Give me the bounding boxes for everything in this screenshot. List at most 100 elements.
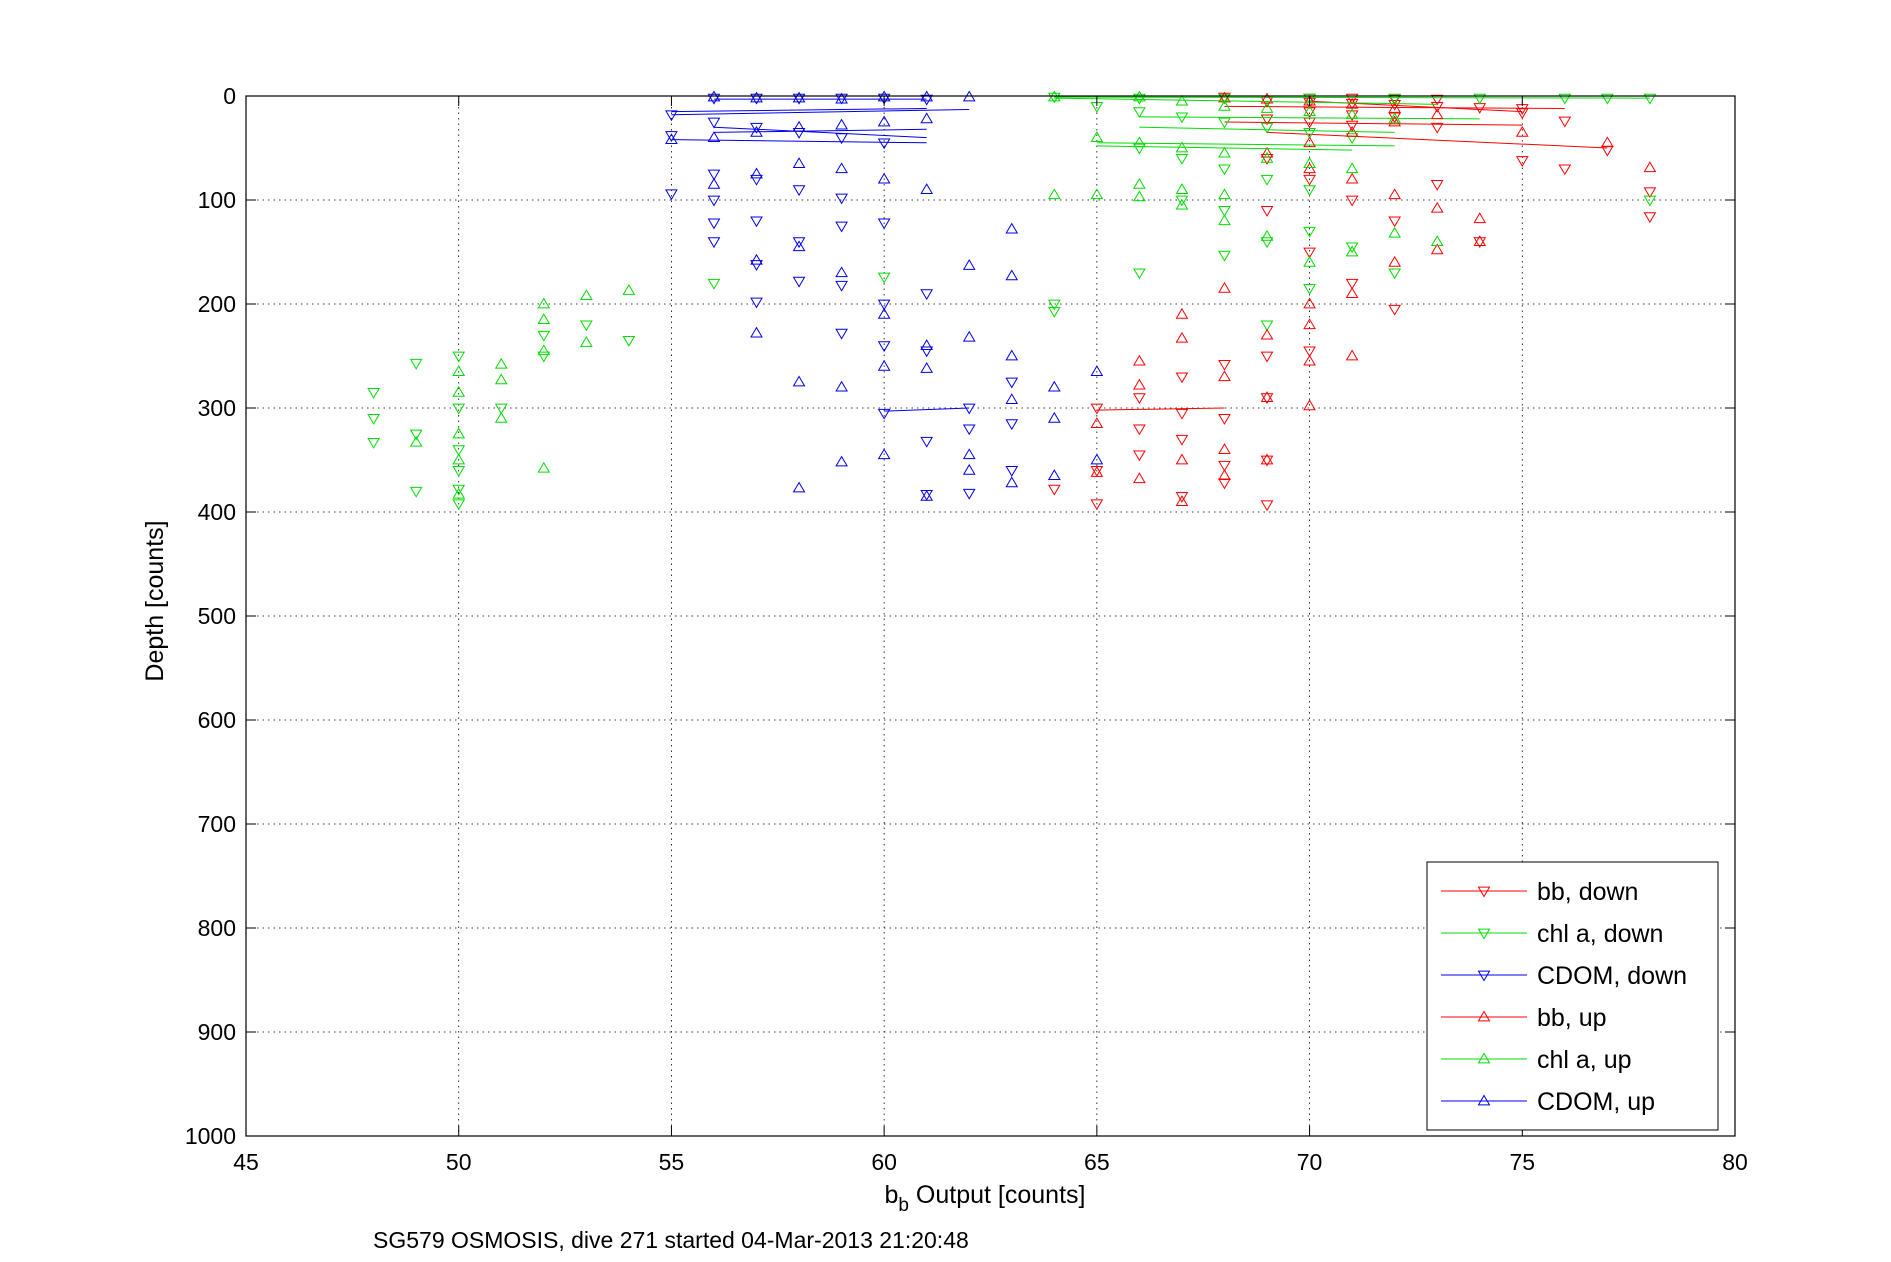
- data-point: [1175, 372, 1189, 384]
- data-point: [1047, 380, 1061, 392]
- data-point: [962, 403, 976, 415]
- data-point: [1047, 469, 1061, 480]
- series-5: [665, 90, 1104, 501]
- data-point: [792, 240, 806, 252]
- series-line-segment: [1054, 97, 1438, 105]
- data-point: [1260, 237, 1274, 249]
- ticks: 45 50 55 60 65 70 75 80010020030040050060070080…: [185, 83, 1748, 1175]
- data-point: [1643, 212, 1657, 224]
- data-point: [494, 411, 508, 423]
- data-point: [1303, 346, 1316, 358]
- legend-marker: [1477, 1052, 1491, 1064]
- x-axis-label: bb Output [counts]: [885, 1181, 1086, 1216]
- data-point: [792, 128, 806, 139]
- data-point: [1260, 455, 1274, 467]
- series-3: [1090, 91, 1657, 506]
- data-point: [537, 461, 551, 473]
- data-point: [792, 120, 806, 132]
- legend-item: chl a, up: [1441, 1046, 1632, 1074]
- series-line-segment: [671, 109, 970, 116]
- data-point: [1345, 120, 1359, 132]
- legend-marker: [1477, 886, 1491, 898]
- data-point: [1047, 188, 1061, 200]
- y-tick-label: 600: [198, 707, 236, 733]
- data-point: [1643, 195, 1657, 207]
- data-point: [1345, 172, 1359, 184]
- data-point: [920, 112, 934, 124]
- data-point: [452, 484, 466, 496]
- y-axis-label: Depth [counts]: [141, 520, 169, 681]
- data-point: [877, 408, 891, 420]
- data-point: [877, 218, 891, 230]
- data-point: [1643, 161, 1657, 173]
- data-point: [1133, 136, 1146, 148]
- data-point: [1345, 195, 1359, 207]
- series-line-segment: [1096, 407, 1225, 411]
- data-point: [750, 326, 763, 338]
- data-point: [1133, 393, 1146, 405]
- data-point: [622, 283, 636, 295]
- data-point: [707, 131, 721, 142]
- data-point: [1005, 393, 1019, 405]
- data-point: [1303, 105, 1316, 116]
- data-point: [1175, 183, 1189, 194]
- data-point: [962, 448, 976, 460]
- data-point: [1260, 500, 1274, 512]
- data-point: [877, 448, 891, 460]
- y-tick-label: 800: [198, 915, 236, 941]
- data-point: [1175, 112, 1189, 124]
- data-point: [750, 125, 763, 137]
- data-point: [537, 351, 551, 363]
- data-point: [877, 93, 891, 105]
- legend-label: bb, up: [1537, 1004, 1607, 1032]
- data-point: [792, 157, 806, 168]
- data-point: [750, 253, 763, 265]
- x-tick-label: 55: [659, 1149, 685, 1175]
- y-tick-label: 700: [198, 811, 236, 837]
- data-point: [707, 177, 721, 189]
- data-point: [1388, 99, 1402, 111]
- data-point: [1388, 304, 1402, 316]
- data-point: [1260, 391, 1274, 402]
- data-point: [1218, 281, 1231, 293]
- y-tick-label: 400: [198, 499, 236, 525]
- legend-item: chl a, down: [1441, 920, 1663, 948]
- data-point: [579, 289, 593, 301]
- data-point: [1345, 110, 1359, 122]
- data-point: [920, 489, 934, 501]
- data-point: [1303, 284, 1316, 295]
- data-point: [1090, 417, 1104, 428]
- series-line-segment: [671, 139, 927, 144]
- data-point: [1388, 216, 1402, 228]
- data-point: [962, 463, 976, 475]
- data-point: [1047, 306, 1061, 318]
- data-point: [1430, 201, 1444, 213]
- data-point: [1090, 365, 1104, 376]
- data-point: [877, 341, 891, 353]
- data-point: [367, 388, 381, 399]
- data-point: [409, 358, 423, 370]
- data-point: [1515, 108, 1529, 120]
- data-point: [1218, 117, 1231, 129]
- x-tick-label: 80: [1722, 1149, 1748, 1175]
- data-point: [962, 259, 976, 270]
- data-point: [1090, 188, 1104, 200]
- data-point: [707, 195, 721, 207]
- data-point: [792, 185, 806, 197]
- series-line-segment: [671, 107, 927, 113]
- data-point: [1090, 403, 1104, 415]
- data-point: [920, 361, 934, 373]
- data-point: [452, 351, 466, 363]
- y-tick-label: 200: [198, 291, 236, 317]
- data-point: [1218, 93, 1231, 105]
- data-point: [1515, 125, 1529, 137]
- data-point: [367, 414, 381, 425]
- data-point: [1133, 354, 1146, 366]
- data-point: [792, 91, 806, 103]
- data-point: [1600, 136, 1614, 148]
- data-point: [792, 481, 806, 493]
- data-point: [665, 133, 678, 145]
- series-2: [665, 93, 1019, 501]
- data-point: [409, 486, 423, 498]
